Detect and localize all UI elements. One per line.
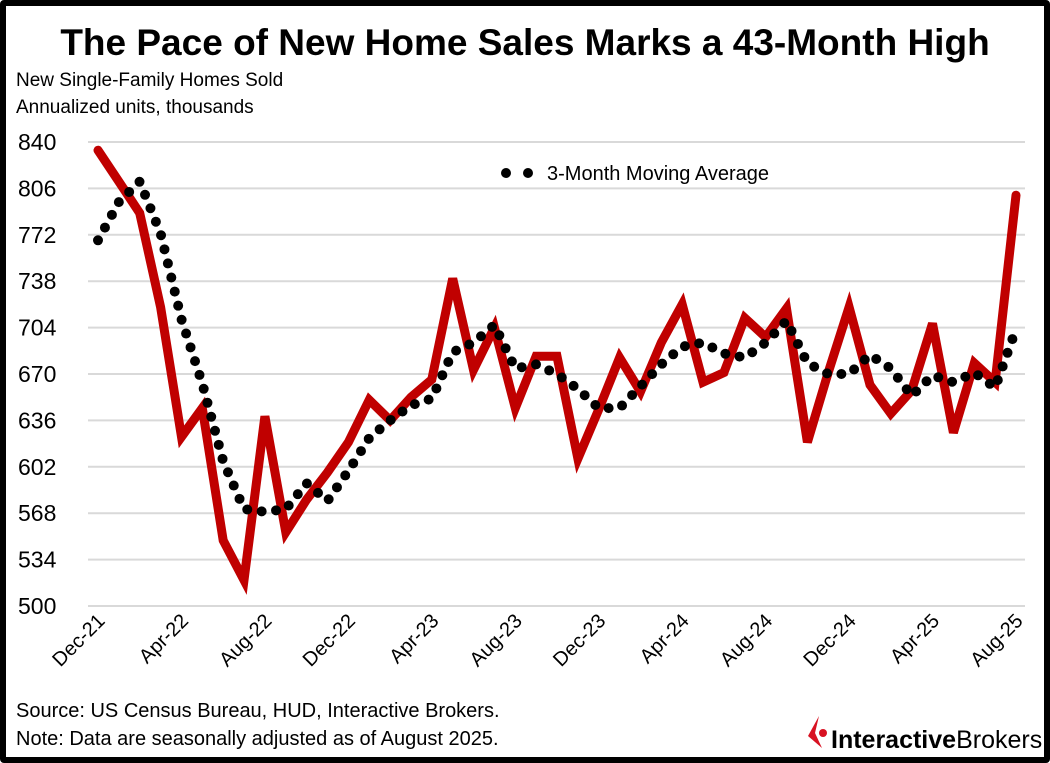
series-line-new-home-sales — [93, 145, 1021, 595]
chart-title: The Pace of New Home Sales Marks a 43-Mo… — [60, 22, 989, 63]
y-tick-label: 806 — [18, 175, 56, 201]
x-tick-label: Aug-22 — [215, 610, 276, 671]
chart-subtitle-2: Annualized units, thousands — [16, 97, 254, 118]
logo-dot-icon — [819, 729, 827, 737]
x-tick-label: Apr-25 — [886, 610, 944, 668]
x-tick-label: Dec-22 — [299, 610, 360, 671]
y-tick-label: 670 — [18, 361, 56, 387]
y-tick-label: 534 — [18, 547, 57, 573]
x-tick-label: Aug-24 — [716, 610, 777, 671]
legend: 3-Month Moving Average — [501, 163, 769, 185]
x-tick-label: Dec-21 — [48, 610, 109, 671]
chart-subtitle-1: New Single-Family Homes Sold — [16, 70, 283, 91]
legend-dot-marker — [523, 168, 533, 178]
x-tick-label: Aug-25 — [966, 610, 1027, 671]
series-line-moving-average — [93, 172, 1021, 517]
logo-text: InteractiveBrokers — [831, 726, 1042, 754]
x-tick-label: Dec-23 — [549, 610, 610, 671]
y-tick-label: 636 — [18, 407, 56, 433]
y-tick-label: 772 — [18, 222, 56, 248]
y-tick-label: 704 — [18, 315, 57, 341]
y-tick-label: 500 — [18, 593, 56, 619]
x-tick-label: Apr-23 — [385, 610, 443, 668]
x-tick-label: Apr-22 — [135, 610, 193, 668]
y-tick-label: 840 — [18, 129, 56, 155]
y-tick-label: 738 — [18, 268, 56, 294]
legend-label: 3-Month Moving Average — [547, 163, 769, 185]
source-note: Source: US Census Bureau, HUD, Interacti… — [16, 700, 500, 722]
y-tick-label: 568 — [18, 500, 56, 526]
data-note: Note: Data are seasonally adjusted as of… — [16, 728, 499, 750]
logo-flame-icon — [808, 716, 822, 748]
y-tick-label: 602 — [18, 454, 56, 480]
interactive-brokers-logo: InteractiveBrokers — [808, 716, 1042, 754]
x-tick-label: Dec-24 — [799, 610, 860, 671]
x-tick-label: Apr-24 — [636, 610, 694, 668]
x-tick-label: Aug-23 — [466, 610, 527, 671]
legend-dot-marker — [501, 168, 511, 178]
